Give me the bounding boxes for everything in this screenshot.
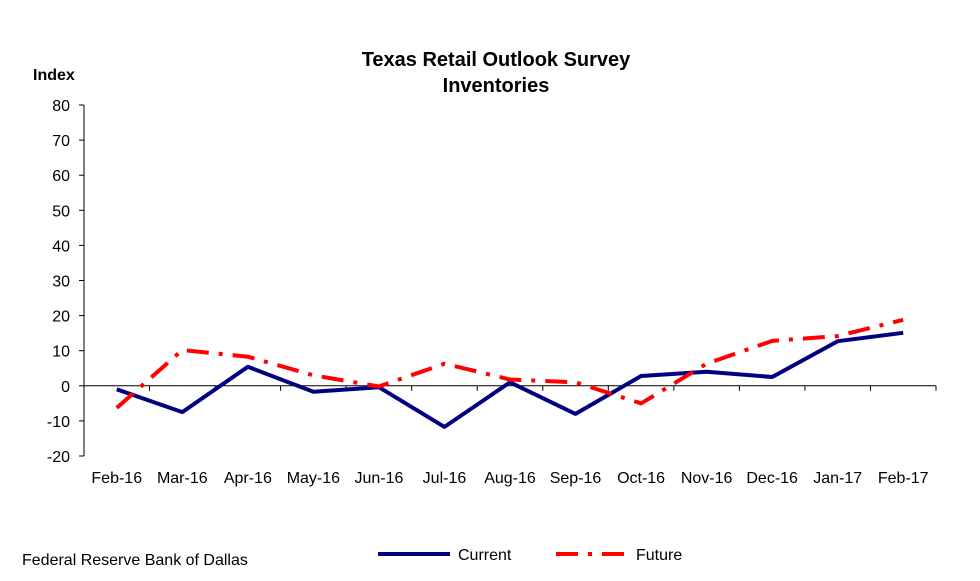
legend-label-future: Future [636, 547, 682, 564]
series-lines [115, 317, 904, 429]
y-tick-label: -20 [47, 449, 70, 466]
x-tick-labels: Feb-16 Mar-16 Apr-16 May-16 Jun-16 Jul-16 Aug-… [91, 470, 928, 487]
y-tick-label: 30 [52, 274, 70, 291]
x-tick-label: Dec-16 [746, 470, 798, 487]
axes [79, 104, 937, 457]
y-tick-label: 10 [52, 344, 70, 361]
series-line-future [115, 317, 904, 410]
x-tick-label: Feb-16 [91, 470, 142, 487]
y-tick-label: 50 [52, 203, 70, 220]
x-tick-label: Sep-16 [550, 470, 602, 487]
y-tick-label: -10 [47, 414, 70, 431]
source-note: Federal Reserve Bank of Dallas [22, 552, 248, 569]
y-tick-label: 70 [52, 133, 70, 150]
x-tick-label: Aug-16 [484, 470, 536, 487]
y-tick-labels: -20 -10 0 10 20 30 40 50 60 70 80 [47, 98, 70, 466]
x-tick-label: Jun-16 [354, 470, 403, 487]
x-tick-label: Apr-16 [224, 470, 272, 487]
x-tick-label: Jul-16 [423, 470, 467, 487]
y-tick-label: 80 [52, 98, 70, 115]
x-tick-label: Feb-17 [878, 470, 929, 487]
legend-label-current: Current [458, 547, 512, 564]
chart-title: Texas Retail Outlook Survey [362, 49, 631, 71]
chart-subtitle: Inventories [443, 75, 550, 97]
x-tick-label: Nov-16 [681, 470, 733, 487]
x-tick-label: Jan-17 [813, 470, 862, 487]
x-tick-label: May-16 [287, 470, 340, 487]
legend: Current Future [378, 547, 682, 564]
x-tick-label: Oct-16 [617, 470, 665, 487]
y-tick-label: 40 [52, 238, 70, 255]
y-tick-label: 20 [52, 309, 70, 326]
y-tick-label: 60 [52, 168, 70, 185]
x-tick-label: Mar-16 [157, 470, 208, 487]
y-tick-label: 0 [61, 379, 70, 396]
y-axis-label: Index [33, 67, 75, 84]
